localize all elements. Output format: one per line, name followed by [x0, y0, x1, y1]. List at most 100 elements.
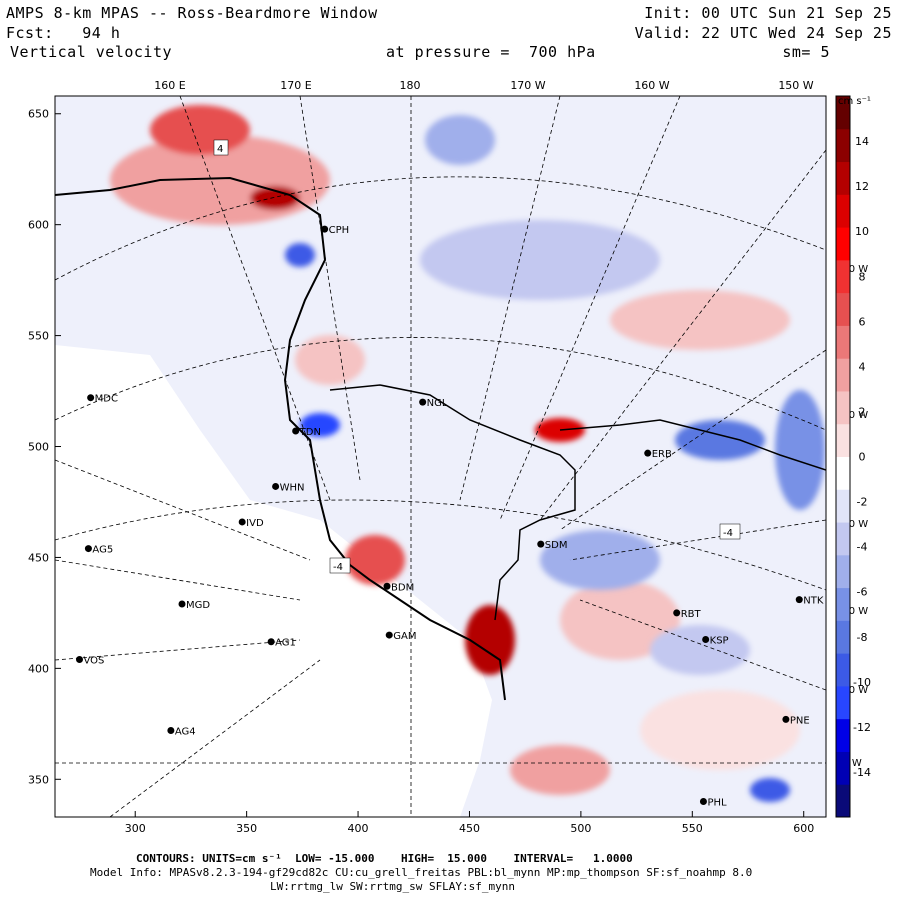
- station-label: RBT: [681, 609, 702, 620]
- colorbar-bin: [836, 653, 850, 687]
- y-tick-label: 550: [28, 330, 49, 343]
- colorbar-label: -2: [857, 496, 868, 509]
- contour-interval: INTERVAL= 1.0000: [513, 852, 633, 865]
- colorbar-label: -6: [857, 586, 868, 599]
- smoothing: sm= 5: [782, 43, 830, 61]
- updraft-area: [560, 580, 680, 660]
- contour-label-box: [213, 139, 229, 156]
- station-label: MDC: [95, 394, 118, 405]
- station-dot: [321, 225, 329, 233]
- colorbar-bin: [836, 718, 850, 752]
- updraft-area: [640, 690, 800, 770]
- station-label: NTK: [803, 596, 824, 607]
- colorbar-bin: [836, 751, 850, 785]
- station-label: TDN: [299, 427, 321, 438]
- field-name: Vertical velocity: [10, 43, 173, 61]
- colorbar-bin: [836, 292, 850, 326]
- contour-label: -4: [723, 528, 733, 539]
- colorbar-bin: [836, 358, 850, 392]
- station-dot: [673, 609, 681, 617]
- contour-labels: 4 -4 -4: [213, 139, 741, 574]
- colorbar-bin: [836, 587, 850, 621]
- station-dot: [76, 655, 84, 663]
- contour-label: 4: [217, 144, 223, 155]
- graticule: [55, 96, 826, 817]
- downdraft-core: [300, 413, 340, 437]
- station-dot: [795, 596, 803, 604]
- contour-high: HIGH= 15.000: [400, 852, 488, 865]
- station-label: AG1: [275, 638, 296, 649]
- longitude-label: 160 E: [154, 79, 185, 92]
- colorbar-bin: [836, 522, 850, 556]
- station-label: SDM: [545, 540, 568, 551]
- station-label: PHL: [707, 797, 727, 808]
- station-dot: [272, 482, 280, 490]
- updraft-area: [150, 105, 250, 155]
- meridian-label: 100 W: [836, 685, 868, 696]
- longitude-label: 170 E: [280, 79, 311, 92]
- x-tick-label: 300: [125, 822, 146, 835]
- model-info: Model Info: MPASv8.2.3-194-gf29cd82c CU:…: [90, 866, 753, 879]
- contour-label: -4: [333, 562, 343, 573]
- y-tick-label: 600: [28, 219, 49, 232]
- forecast-hour: Fcst: 94 h: [6, 24, 121, 42]
- y-axis: 650 600 550 500 450 400 350: [28, 108, 61, 786]
- downdraft-area: [650, 625, 750, 675]
- contour-info: CONTOURS: UNITS=cm s⁻¹ LOW= -15.000 HIGH…: [136, 852, 633, 865]
- downdraft-core: [285, 243, 315, 267]
- x-tick-label: 450: [459, 822, 480, 835]
- colorbar-label: 4: [859, 360, 866, 373]
- station-label: WHN: [280, 482, 305, 493]
- downdraft-area: [540, 530, 660, 590]
- meridian-label: 130 W: [836, 410, 868, 421]
- station-label: BDM: [391, 582, 414, 593]
- colorbar-label: -14: [853, 766, 871, 779]
- station-markers: MDC TDN WHN IVD AG5 MGD AG1 VOS AG4 NGL SDM BDM GAM P…: [76, 225, 824, 808]
- colorbar-label: -8: [857, 631, 868, 644]
- colorbar-bin: [836, 161, 850, 195]
- station-dot: [782, 715, 790, 723]
- station-dot: [419, 398, 427, 406]
- station-dot: [385, 631, 393, 639]
- updraft-area: [510, 745, 610, 795]
- coastline: [55, 176, 506, 701]
- x-tick-label: 400: [348, 822, 369, 835]
- station-label: GAM: [393, 631, 416, 642]
- x-tick-label: 600: [793, 822, 814, 835]
- longitude-axis: 160 E 170 E 180 170 W 160 W 150 W: [154, 79, 814, 92]
- colorbar-label: -10: [853, 676, 871, 689]
- downdraft-area: [675, 420, 765, 460]
- colorbar-frame: [835, 95, 851, 818]
- colorbar-label: 10: [855, 225, 869, 238]
- station-dot: [87, 394, 95, 402]
- station-label: NGL: [427, 398, 448, 409]
- colorbar-bin: [836, 227, 850, 261]
- contour-label-box: [329, 557, 351, 574]
- init-time: Init: 00 UTC Sun 21 Sep 25: [644, 4, 892, 22]
- vertical-velocity-field: [55, 96, 826, 817]
- colorbar-bin: [836, 423, 850, 457]
- colorbar-bin: [836, 685, 850, 720]
- colorbar: 14 12 10 8 6 4 2 0 -2 -4 -6 -8 -10 -12 -14: [835, 95, 871, 818]
- station-dot: [267, 638, 275, 646]
- contour-low: LOW= -15.000: [294, 852, 375, 865]
- downdraft-core: [750, 778, 790, 802]
- map-frame: [54, 95, 827, 818]
- x-tick-label: 550: [682, 822, 703, 835]
- longitude-label: 180: [400, 79, 421, 92]
- station-dot: [292, 427, 300, 435]
- station-dot: [178, 600, 186, 608]
- meridian-label: 140 W: [836, 264, 868, 275]
- colorbar-bin: [836, 194, 850, 228]
- colorbar-label: 12: [855, 180, 869, 193]
- station-label: ERB: [652, 449, 672, 460]
- longitude-label: 170 W: [510, 79, 545, 92]
- colorbar-label: -12: [853, 721, 871, 734]
- colorbar-unit: cm s⁻¹: [838, 96, 871, 107]
- station-dot: [699, 797, 707, 805]
- longitude-label: 160 W: [634, 79, 669, 92]
- longitude-label: 150 W: [778, 79, 813, 92]
- ice-shelf-edge: [329, 384, 576, 621]
- contour-units: UNITS=cm s⁻¹: [202, 852, 282, 865]
